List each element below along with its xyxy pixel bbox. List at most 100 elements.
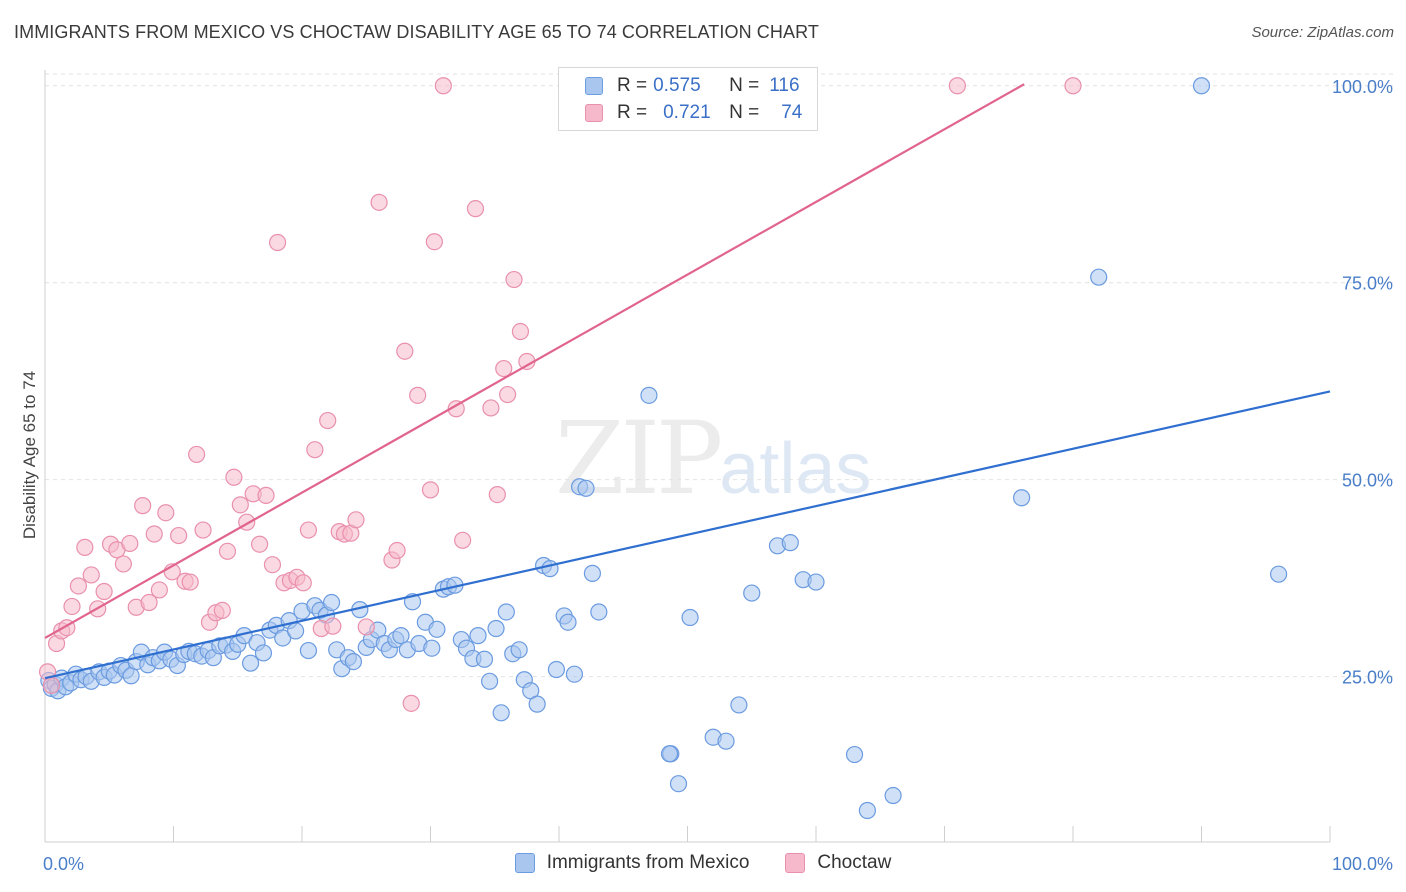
point-mexico [528,695,546,713]
x-tick-label: 100.0% [1332,854,1393,874]
y-tick-label: 75.0% [1342,274,1393,294]
point-choctaw [499,385,517,404]
point-mexico [845,745,864,764]
watermark: ZIPatlas [555,400,871,517]
point-mexico [469,627,487,645]
point-choctaw [425,233,443,251]
point-choctaw [150,581,168,599]
point-choctaw [511,322,530,341]
point-mexico [286,622,305,640]
point-mexico [681,608,699,627]
point-mexico [423,639,441,657]
point-mexico [547,660,566,679]
point-mexico [559,613,577,631]
legend-row-mexico: R = 0.575 N = 116 [585,73,800,99]
point-mexico [497,603,515,621]
point-choctaw [434,77,452,95]
point-choctaw [1064,77,1082,95]
point-mexico [242,654,260,672]
legend-item-mexico[interactable]: Immigrants from Mexico [514,852,750,874]
legend-r-value: 0.575 [653,75,701,96]
point-mexico [481,672,499,690]
point-mexico [730,696,748,714]
point-choctaw [495,359,513,378]
point-choctaw [324,617,342,635]
point-choctaw [157,504,175,522]
point-choctaw [482,399,500,417]
point-choctaw [250,535,269,553]
point-mexico [640,386,658,404]
legend-r-label: R = [617,102,648,123]
point-choctaw [69,577,88,595]
point-choctaw [114,555,132,573]
point-choctaw [231,496,249,514]
point-mexico [487,619,505,638]
point-choctaw [370,193,388,211]
point-choctaw [402,694,420,712]
legend-label-mexico: Immigrants from Mexico [546,852,750,873]
legend-swatch-mexico [585,77,603,95]
point-choctaw [357,618,375,636]
legend-row-choctaw: R = 0.721 N = 74 [585,100,802,126]
y-tick-label: 50.0% [1342,471,1393,491]
point-mexico [510,641,528,659]
point-choctaw [263,556,282,574]
point-mexico [1012,489,1031,507]
point-choctaw [213,601,231,620]
point-choctaw [319,411,337,430]
point-choctaw [388,541,406,560]
y-axis-label: Disability Age 65 to 74 [20,370,39,540]
trendline-choctaw [44,83,1025,639]
legend-r-label: R = [617,75,648,96]
legend-item-choctaw[interactable]: Choctaw [785,852,891,874]
point-mexico [492,704,510,722]
chart-title: IMMIGRANTS FROM MEXICO VS CHOCTAW DISABI… [14,22,819,42]
point-mexico [299,641,318,660]
point-mexico [669,775,688,793]
legend-label-choctaw: Choctaw [817,852,892,873]
point-choctaw [294,574,312,592]
point-mexico [577,479,595,497]
point-choctaw [188,445,206,464]
point-mexico [884,786,902,805]
point-mexico [1192,77,1211,95]
legend-n-value: 74 [781,102,803,123]
point-choctaw [181,573,199,591]
legend-swatch-choctaw [585,104,603,122]
point-mexico [1090,268,1108,286]
point-choctaw [306,441,324,459]
point-choctaw [63,597,81,616]
point-mexico [807,573,825,591]
point-choctaw [134,497,152,515]
point-mexico [475,650,494,668]
point-choctaw [505,270,523,289]
watermark-atlas: atlas [719,429,872,509]
point-choctaw [225,468,243,486]
legend-n-label: N = [729,75,760,96]
point-mexico [858,801,877,820]
point-choctaw [76,538,94,556]
point-choctaw [218,542,237,560]
legend-swatch-choctaw [785,853,806,873]
point-choctaw [82,566,100,584]
legend-r-value: 0.721 [663,102,711,123]
point-mexico [743,584,761,602]
correlation-legend: R = 0.575 N = 116 R = 0.721 N = 74 [558,67,818,131]
point-mexico [583,564,602,582]
point-mexico [392,627,410,645]
point-choctaw [194,521,212,539]
legend-n-label: N = [729,102,760,123]
point-mexico [344,653,362,671]
point-choctaw [421,481,440,499]
point-choctaw [42,676,61,694]
point-mexico [717,732,735,750]
series-legend: Immigrants from Mexico Choctaw [0,852,1406,874]
point-mexico [322,593,341,612]
point-choctaw [409,386,427,404]
trendline-mexico [44,390,1331,680]
point-choctaw [257,486,275,504]
legend-n-value: 116 [769,75,800,96]
point-choctaw [95,582,113,601]
point-mexico [781,534,799,552]
